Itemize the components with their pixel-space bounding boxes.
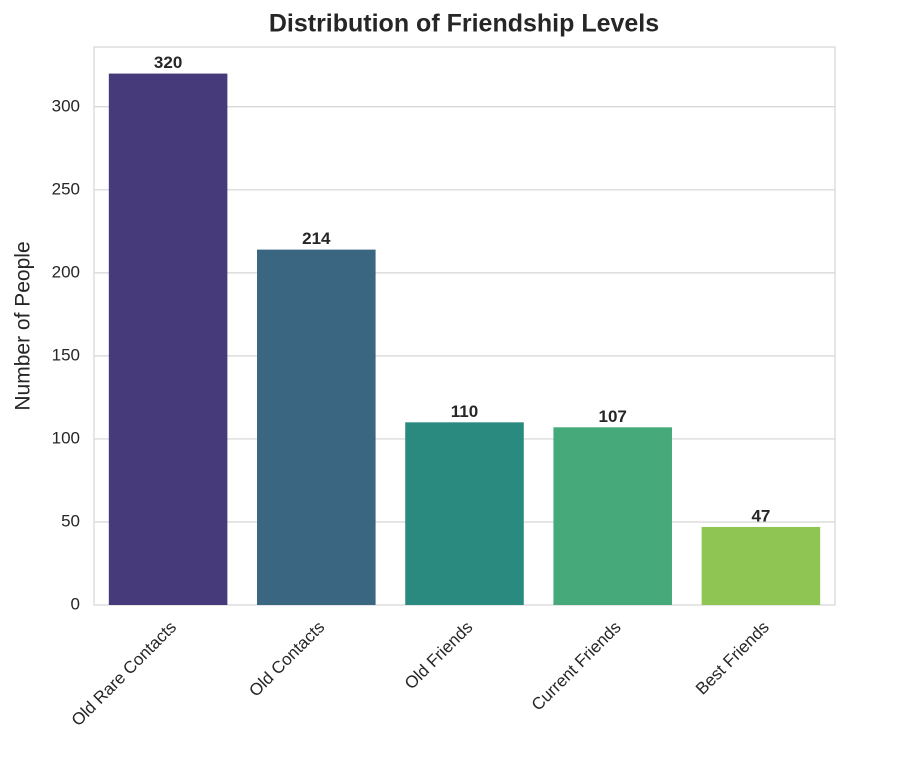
- bar: [701, 526, 821, 605]
- x-tick-label: Old Contacts: [245, 618, 328, 701]
- y-tick-label: 200: [52, 262, 80, 281]
- x-tick-label: Old Rare Contacts: [68, 618, 180, 730]
- bar: [257, 249, 376, 605]
- value-label: 110: [451, 402, 478, 421]
- y-tick-label: 150: [52, 345, 80, 364]
- x-tick-label: Best Friends: [692, 618, 773, 699]
- value-label: 107: [599, 407, 627, 426]
- x-tick-label: Current Friends: [528, 618, 625, 715]
- y-axis-title: Number of People: [12, 241, 35, 410]
- y-tick-label: 0: [71, 594, 80, 613]
- value-label: 47: [751, 506, 770, 525]
- value-label: 320: [154, 53, 182, 72]
- bar: [553, 427, 672, 605]
- y-tick-label: 250: [52, 179, 80, 198]
- x-tick-label: Old Friends: [401, 618, 477, 694]
- bar: [405, 422, 524, 605]
- y-tick-label: 50: [61, 511, 80, 530]
- chart-title: Distribution of Friendship Levels: [269, 10, 659, 38]
- y-tick-label: 100: [52, 428, 80, 447]
- bar: [108, 73, 228, 606]
- y-tick-label: 300: [52, 96, 80, 115]
- value-label: 214: [302, 229, 331, 248]
